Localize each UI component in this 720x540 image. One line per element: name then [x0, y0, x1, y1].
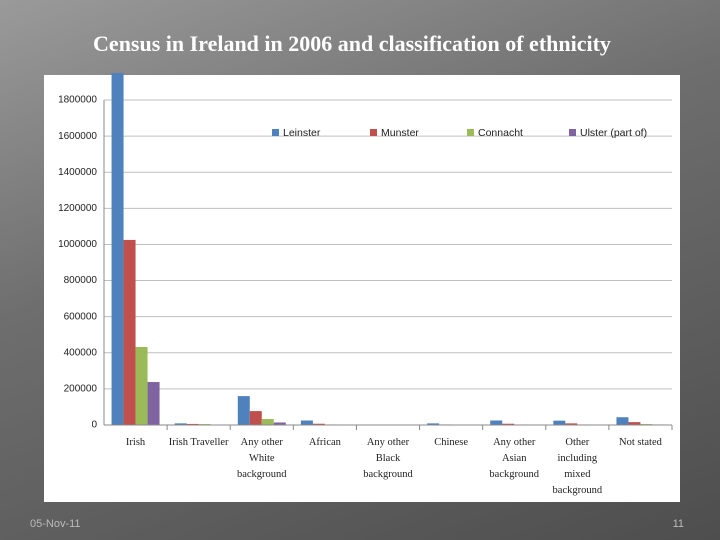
- bar: [273, 422, 286, 425]
- y-tick-label: 1800000: [58, 95, 97, 106]
- y-tick-label: 400000: [64, 347, 98, 358]
- bar: [616, 417, 629, 425]
- y-tick-label: 1000000: [58, 239, 97, 250]
- legend-swatch: [569, 129, 576, 136]
- legend-swatch: [370, 129, 377, 136]
- page-number: 11: [673, 518, 684, 530]
- bar: [502, 423, 515, 425]
- x-tick-label: Irish Traveller: [168, 437, 229, 448]
- x-tick-label: Not stated: [619, 437, 662, 448]
- legend-label: Leinster: [283, 127, 321, 139]
- x-tick-label: Irish: [125, 437, 146, 448]
- bar: [237, 396, 250, 425]
- y-tick-label: 1200000: [58, 203, 97, 214]
- y-tick-label: 1400000: [58, 167, 97, 178]
- legend-label: Munster: [381, 127, 419, 139]
- bar: [300, 420, 313, 425]
- x-tick-label: Other including mixed background: [552, 437, 603, 496]
- y-tick-label: 200000: [64, 384, 98, 395]
- x-tick-label: Any other White background: [236, 437, 287, 480]
- legend-swatch: [467, 129, 474, 136]
- x-tick-label: Chinese: [434, 437, 469, 448]
- bar: [135, 347, 148, 425]
- bar: [249, 411, 262, 425]
- x-tick-label: Any other Asian background: [489, 437, 539, 480]
- chart-area: [44, 75, 680, 502]
- bar: [111, 72, 124, 426]
- bar: [553, 420, 566, 425]
- bar: [147, 382, 160, 425]
- bar: [565, 423, 578, 425]
- bar: [186, 423, 199, 425]
- chart-title: Census in Ireland in 2006 and classifica…: [93, 31, 611, 56]
- x-tick-label: African: [308, 437, 341, 448]
- x-tick-label: Any other Black background: [363, 437, 413, 480]
- bar: [174, 423, 187, 425]
- y-tick-label: 600000: [64, 311, 98, 322]
- y-tick-label: 800000: [64, 275, 98, 286]
- bar: [261, 419, 274, 425]
- bar: [490, 420, 503, 425]
- legend-label: Ulster (part of): [580, 127, 647, 139]
- legend-swatch: [272, 129, 279, 136]
- bar: [628, 422, 641, 425]
- y-tick-label: 1600000: [58, 131, 97, 142]
- bar: [312, 423, 325, 425]
- bar: [123, 239, 136, 425]
- y-tick-label: 0: [91, 420, 97, 431]
- bar: [427, 423, 440, 425]
- footer-date: 05-Nov-11: [30, 518, 81, 530]
- legend-label: Connacht: [478, 127, 523, 139]
